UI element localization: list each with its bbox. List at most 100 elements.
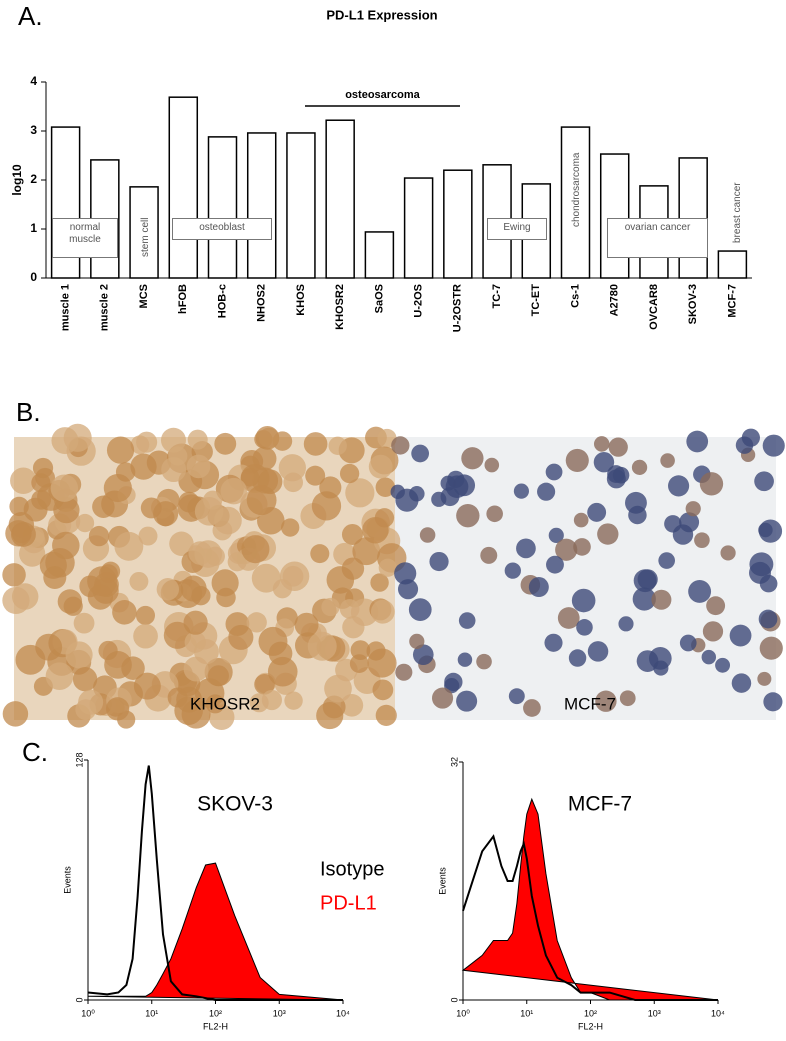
cell (350, 640, 371, 661)
cell (720, 545, 736, 561)
bar (364, 231, 395, 279)
cell (618, 616, 634, 632)
x-tick-label: KHOSR2 (334, 284, 346, 330)
cell (305, 465, 326, 486)
cell (341, 557, 365, 580)
cell (87, 566, 118, 597)
cell (220, 477, 248, 505)
cell (731, 673, 752, 693)
cell (411, 444, 430, 463)
cell (378, 558, 397, 577)
cell (303, 432, 328, 456)
cell (133, 623, 158, 649)
annotation: breast cancer (732, 182, 743, 243)
y-tick-label: 32 (449, 757, 459, 767)
cell (688, 580, 712, 603)
image-label: MCF-7 (564, 694, 616, 713)
cell (528, 577, 549, 598)
cell (480, 546, 498, 564)
bar (246, 132, 277, 279)
cell (294, 612, 319, 637)
cell (457, 652, 473, 667)
cell (749, 561, 771, 584)
cell (523, 699, 541, 717)
x-tick-label: KHOS (295, 284, 307, 316)
cell (484, 457, 500, 473)
cell (246, 612, 267, 633)
x-tick-label: 10¹ (145, 1008, 158, 1018)
cell (153, 501, 179, 527)
cell (593, 436, 610, 452)
x-tick-label: 10¹ (520, 1008, 533, 1018)
cell (254, 674, 275, 695)
legend-entry: PD-L1 (320, 892, 377, 914)
cell (183, 610, 208, 635)
cell (339, 599, 360, 619)
x-tick-label: SaOS (373, 284, 385, 313)
cell (375, 704, 397, 726)
cell (278, 454, 306, 482)
y-axis-label: Events (62, 866, 72, 894)
histogram-area (87, 862, 344, 1001)
panel-label: B. (16, 397, 41, 427)
cell (758, 609, 778, 629)
cell (307, 631, 337, 661)
cell (2, 701, 29, 727)
x-tick-label: 10⁰ (456, 1008, 470, 1018)
cell (394, 562, 417, 585)
cell (31, 489, 52, 510)
x-tick-label: 10³ (273, 1008, 286, 1018)
cell (395, 488, 419, 512)
cell (397, 579, 419, 600)
cell (508, 688, 525, 705)
y-axis-label: Events (437, 867, 447, 895)
cell (88, 525, 110, 547)
cell (103, 473, 132, 503)
y-tick-label: 128 (74, 752, 84, 767)
annotation: chondrosarcoma (571, 152, 582, 228)
cell (668, 475, 690, 497)
cell (281, 518, 300, 537)
cell (486, 505, 503, 523)
x-axis-label: FL2-H (578, 1021, 603, 1031)
cell (461, 447, 484, 470)
cell (72, 667, 98, 692)
cell (129, 571, 149, 591)
annotation: osteosarcoma (345, 89, 420, 101)
cell (105, 697, 130, 721)
cell (328, 436, 347, 455)
cell (408, 598, 432, 621)
cell (456, 690, 478, 712)
cell (341, 524, 363, 545)
cell (268, 641, 293, 666)
x-tick-label: HOB-c (216, 284, 228, 318)
cell (211, 569, 239, 597)
cell (35, 633, 63, 661)
cell (637, 569, 658, 590)
x-tick-label: MCS (138, 284, 150, 308)
cell (573, 538, 591, 556)
cell (114, 531, 144, 561)
cell (715, 657, 731, 673)
cell (701, 649, 717, 665)
annotation: stem cell (140, 217, 151, 257)
cell (169, 531, 194, 556)
cell (163, 621, 191, 649)
cell (368, 454, 393, 479)
y-axis-label: log10 (10, 164, 24, 196)
bar (325, 119, 355, 279)
cell (45, 662, 74, 691)
x-tick-label: A2780 (609, 284, 621, 316)
bar (717, 250, 748, 279)
cell (619, 690, 636, 707)
cell (284, 691, 303, 710)
cell (184, 631, 206, 653)
histogram-area (461, 797, 719, 1001)
cell (672, 524, 694, 545)
cell (546, 555, 564, 574)
cell (352, 537, 381, 566)
annotation: Ewing (487, 218, 547, 240)
cell (565, 448, 589, 472)
cell (39, 551, 67, 579)
